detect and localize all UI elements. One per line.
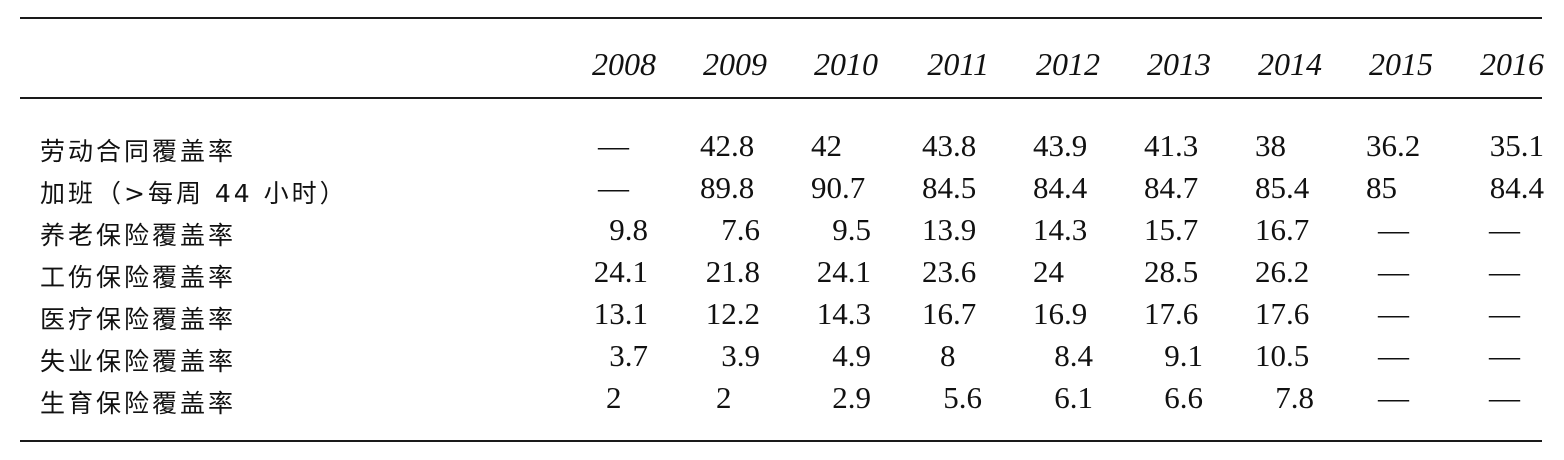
table-cell: —	[598, 170, 629, 205]
table-cell: 6.6	[1164, 380, 1203, 415]
table-cell: 17.6	[1255, 296, 1310, 331]
table-cell: —	[1378, 380, 1409, 415]
table-cell: 84.5	[922, 170, 977, 205]
table-cell: —	[1489, 212, 1520, 247]
table-cell: 7.8	[1275, 380, 1314, 415]
table-cell: 6.1	[1054, 380, 1093, 415]
table-cell: 9.8	[609, 212, 648, 247]
table-cell: 7.6	[721, 212, 760, 247]
table-cell: 21.8	[705, 254, 760, 289]
header-year-2012: 2012	[1036, 46, 1100, 82]
table-cell: 24.1	[593, 254, 648, 289]
table-cell: 38	[1255, 128, 1286, 163]
row-label: 劳动合同覆盖率	[40, 137, 237, 166]
table-cell: 84.4	[1489, 170, 1544, 205]
table-cell: 35.1	[1489, 128, 1544, 163]
row-label: 生育保险覆盖率	[40, 389, 237, 418]
table-cell: 16.7	[922, 296, 977, 331]
table-cell: —	[1489, 380, 1520, 415]
table-cell: 4.9	[832, 338, 871, 373]
row-label: 医疗保险覆盖率	[40, 305, 237, 334]
table-cell: 9.1	[1164, 338, 1203, 373]
table-cell: 28.5	[1144, 254, 1199, 289]
table-cell: 89.8	[700, 170, 755, 205]
table-cell: 8	[940, 338, 956, 373]
row-label: 加班（>每周 44 小时）	[40, 179, 348, 208]
header-year-2013: 2013	[1147, 46, 1211, 82]
table-cell: 16.9	[1033, 296, 1088, 331]
table-cell: —	[1378, 212, 1409, 247]
header-year-2015: 2015	[1369, 46, 1433, 82]
table-cell: 41.3	[1144, 128, 1199, 163]
table-cell: 24	[1033, 254, 1064, 289]
table-cell: 2	[716, 380, 732, 415]
table-cell: —	[1378, 338, 1409, 373]
header-year-2010: 2010	[814, 46, 878, 82]
header-year-2011: 2011	[927, 46, 989, 82]
table-cell: —	[1489, 338, 1520, 373]
table-cell: 13.9	[922, 212, 977, 247]
table-cell: 85.4	[1255, 170, 1310, 205]
table-cell: —	[1378, 254, 1409, 289]
table-cell: 36.2	[1366, 128, 1421, 163]
header-year-2009: 2009	[703, 46, 767, 82]
table-cell: 43.8	[922, 128, 977, 163]
table-cell: 16.7	[1255, 212, 1310, 247]
table-cell: 5.6	[943, 380, 982, 415]
table-cell: 2.9	[832, 380, 871, 415]
header-year-2016: 2016	[1480, 46, 1544, 82]
table-cell: 26.2	[1255, 254, 1310, 289]
header-year-2008: 2008	[592, 46, 656, 82]
table-cell: 14.3	[816, 296, 871, 331]
table-cell: 10.5	[1255, 338, 1310, 373]
table-cell: —	[1378, 296, 1409, 331]
table-cell: 42.8	[700, 128, 755, 163]
row-label: 养老保险覆盖率	[40, 221, 237, 250]
table-cell: 3.9	[721, 338, 760, 373]
row-label: 工伤保险覆盖率	[40, 263, 237, 292]
table-cell: 9.5	[832, 212, 871, 247]
table-header-rule	[20, 97, 1542, 99]
table-cell: 15.7	[1144, 212, 1199, 247]
table-cell: 13.1	[593, 296, 648, 331]
table-cell: 12.2	[705, 296, 760, 331]
table-cell: 85	[1366, 170, 1397, 205]
table-cell: 8.4	[1054, 338, 1093, 373]
table-cell: 14.3	[1033, 212, 1088, 247]
table-cell: —	[1489, 254, 1520, 289]
table-cell: 23.6	[922, 254, 977, 289]
table-cell: 84.7	[1144, 170, 1199, 205]
table-cell: 3.7	[609, 338, 648, 373]
table-cell: 17.6	[1144, 296, 1199, 331]
table-cell: 90.7	[811, 170, 866, 205]
table-cell: 42	[811, 128, 842, 163]
row-label: 失业保险覆盖率	[40, 347, 237, 376]
table-cell: 2	[606, 380, 622, 415]
table-top-rule	[20, 17, 1542, 19]
table-cell: 43.9	[1033, 128, 1088, 163]
table-cell: 24.1	[816, 254, 871, 289]
header-year-2014: 2014	[1258, 46, 1322, 82]
table-cell: —	[1489, 296, 1520, 331]
table-cell: —	[598, 128, 629, 163]
table-cell: 84.4	[1033, 170, 1088, 205]
table-bottom-rule	[20, 440, 1542, 442]
